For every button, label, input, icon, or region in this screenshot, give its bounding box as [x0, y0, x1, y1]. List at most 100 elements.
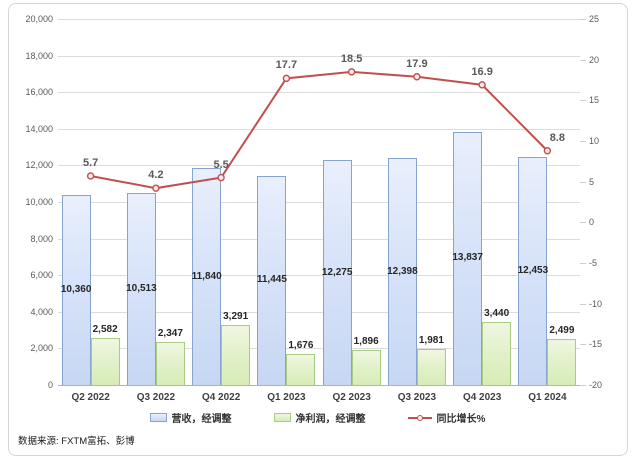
growth-line-swatch-icon [407, 413, 432, 422]
y-axis-tick-left: 6,000 [30, 270, 53, 281]
bar-revenue [322, 160, 352, 385]
bar-net-profit [90, 337, 120, 385]
bar-label-revenue: 12,453 [517, 265, 549, 277]
y-axis-tickmark-right [580, 344, 586, 346]
legend-label-revenue: 营收，经调整 [171, 414, 232, 425]
bar-label-revenue: 10,360 [60, 284, 92, 296]
source-note: 数据来源: FXTM富拓、彭博 [18, 436, 135, 447]
line-marker [152, 184, 160, 192]
bar-revenue [192, 168, 222, 385]
bar-net-profit [482, 322, 512, 385]
y-axis-tick-left: 0 [47, 380, 53, 390]
y-axis-tick-right: -20 [589, 380, 603, 390]
bar-label-net-profit: 3,440 [484, 308, 510, 320]
bar-label-revenue: 13,837 [452, 252, 483, 264]
y-axis-tickmark-right [580, 303, 586, 305]
y-axis-tick-left: 2,000 [30, 343, 53, 354]
bar-revenue [387, 158, 417, 385]
gridline [58, 55, 580, 57]
y-axis-tick-right: -5 [589, 258, 598, 268]
gridline [58, 275, 580, 277]
x-axis-label: Q2 2022 [71, 392, 110, 403]
y-axis-tick-left: 4,000 [30, 306, 53, 317]
x-axis-label: Q3 2022 [136, 392, 176, 403]
y-axis-tick-right: 25 [589, 14, 600, 24]
bar-revenue [126, 192, 156, 385]
y-axis-tick-right: 15 [589, 95, 600, 106]
y-axis-tick-right: 10 [589, 136, 600, 146]
bar-net-profit [547, 339, 577, 385]
bar-label-net-profit: 1,676 [288, 340, 314, 352]
bar-label-net-profit: 1,981 [418, 334, 444, 346]
y-axis-tickmark-right [580, 19, 586, 20]
y-axis-tick-left: 18,000 [25, 50, 53, 61]
bar-label-net-profit: 2,347 [157, 328, 183, 340]
revenue-swatch-icon [149, 413, 167, 422]
line-data-label: 5.7 [82, 156, 99, 169]
x-axis-label: Q3 2023 [397, 392, 437, 403]
line-marker [543, 147, 552, 155]
y-axis-tick-right: 20 [589, 54, 600, 65]
gridline [58, 92, 580, 94]
y-axis-tickmark-right [580, 100, 586, 102]
line-marker [282, 74, 291, 83]
legend-item: 净利润，经调整 [273, 410, 366, 425]
y-axis-tick-right: -15 [589, 339, 603, 350]
gridline [58, 348, 580, 350]
line-data-label: 17.7 [275, 59, 298, 72]
gridline [58, 165, 580, 167]
y-axis-tick-left: 12,000 [25, 160, 53, 171]
bar-net-profit [351, 350, 381, 385]
gridline [58, 238, 580, 240]
gridline [58, 19, 580, 20]
y-axis-tick-right: 5 [589, 176, 595, 187]
y-axis-tick-left: 8,000 [30, 233, 53, 244]
line-marker [413, 73, 421, 81]
bar-net-profit [286, 354, 316, 385]
bar-net-profit [221, 324, 251, 385]
line-marker [478, 81, 486, 89]
y-axis-tickmark-right [580, 141, 586, 142]
bar-label-net-profit: 2,582 [92, 323, 118, 335]
bar-label-revenue: 12,275 [321, 266, 353, 278]
y-axis-tick-right: -10 [589, 298, 603, 309]
bar-revenue [518, 157, 548, 385]
bar-label-revenue: 11,445 [256, 274, 287, 286]
legend-label-growth: 同比增长% [436, 414, 486, 425]
x-axis-label: Q4 2023 [462, 392, 502, 403]
y-axis-tick-left: 16,000 [25, 87, 53, 98]
x-axis-label: Q1 2024 [528, 392, 567, 403]
line-data-label: 17.9 [406, 57, 428, 70]
line-data-label: 4.2 [148, 169, 164, 182]
bar-label-net-profit: 1,896 [353, 336, 379, 348]
bar-label-revenue: 11,840 [191, 270, 222, 282]
y-axis-tickmark-right [580, 222, 586, 224]
line-data-label: 16.9 [471, 65, 493, 78]
gridline [58, 202, 580, 203]
chart-legend: 营收，经调整 净利润，经调整 同比增长% [0, 410, 635, 425]
net-profit-swatch-icon [273, 413, 291, 422]
line-marker [86, 172, 95, 180]
gridline [58, 385, 580, 386]
y-axis-tick-left: 10,000 [25, 197, 53, 207]
y-axis-tick-left: 14,000 [25, 123, 53, 134]
x-axis-label: Q1 2023 [267, 392, 306, 403]
bar-revenue [61, 195, 91, 385]
line-data-label: 5.5 [213, 158, 229, 171]
bar-revenue [257, 175, 287, 385]
bar-label-revenue: 10,513 [126, 282, 157, 294]
legend-item: 同比增长% [407, 410, 486, 425]
gridline [58, 128, 580, 130]
line-data-label: 8.8 [549, 131, 566, 144]
bar-label-net-profit: 3,291 [223, 310, 249, 322]
legend-label-net-profit: 净利润，经调整 [295, 414, 366, 425]
y-axis-tickmark-right [580, 181, 586, 183]
y-axis-tick-right: 0 [589, 217, 595, 228]
line-data-label: 18.5 [340, 52, 363, 65]
legend-item: 营收，经调整 [149, 410, 232, 425]
bar-label-revenue: 12,398 [387, 265, 418, 277]
bar-net-profit [155, 342, 185, 385]
x-axis-label: Q2 2023 [332, 392, 371, 403]
line-marker [347, 68, 356, 76]
